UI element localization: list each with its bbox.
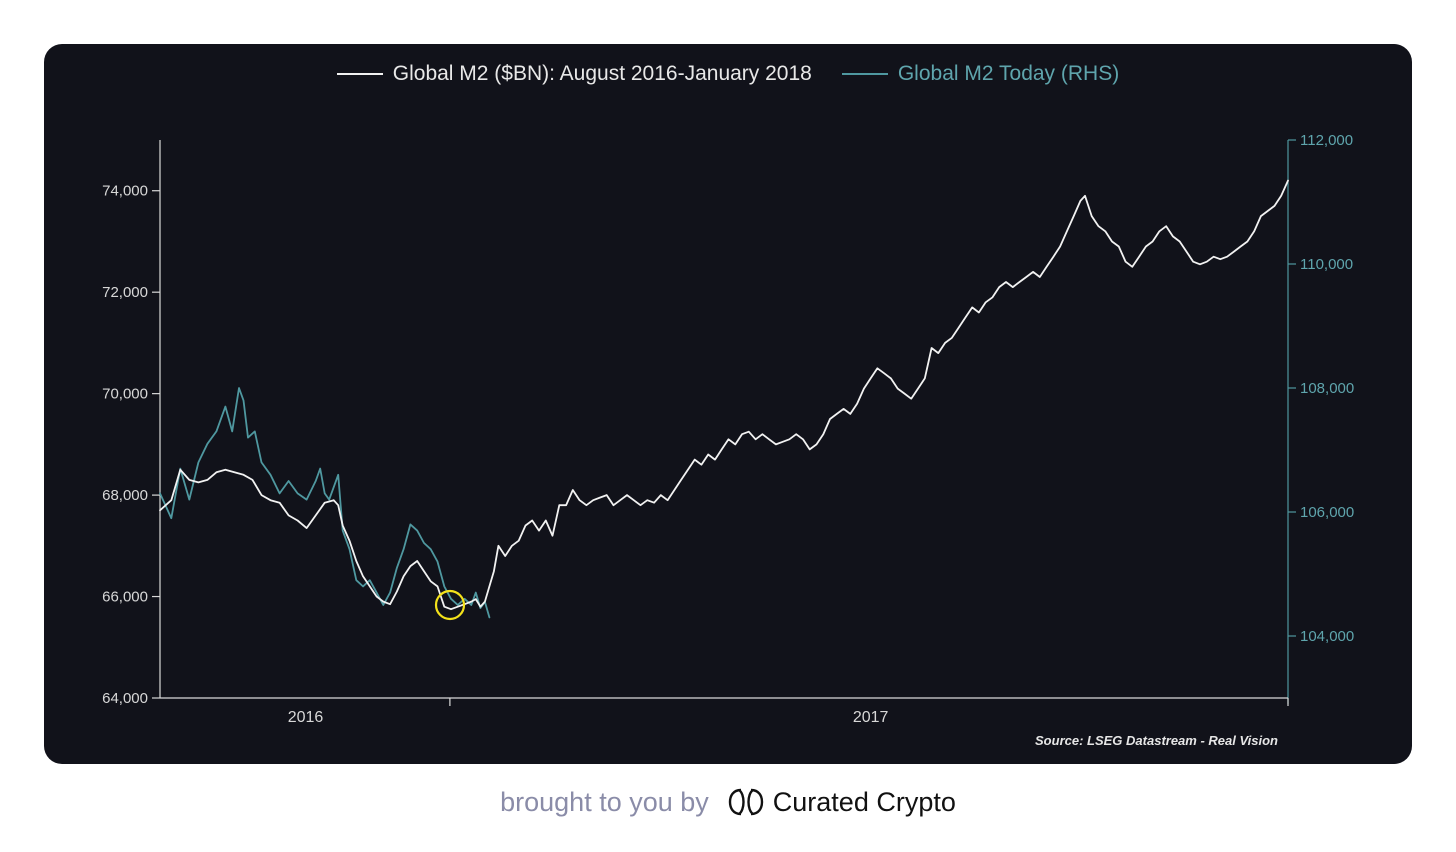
- x-tick-label: 2016: [288, 709, 324, 726]
- legend-label-global-m2: Global M2 ($BN): August 2016-January 201…: [392, 62, 812, 85]
- series-lines: [159, 179, 1289, 619]
- right-tick-label: 104,000: [1300, 628, 1354, 645]
- legend-swatch-white: [336, 73, 383, 75]
- brand[interactable]: Curated Crypto: [727, 786, 956, 818]
- left-tick-label: 70,000: [102, 386, 148, 403]
- brand-name: Curated Crypto: [772, 786, 956, 817]
- left-y-axis: 64,000 66,000 68,000 70,000 72,000 74,000: [102, 140, 161, 707]
- legend-label-global-m2-today: Global M2 Today (RHS): [897, 62, 1120, 85]
- right-tick-label: 112,000: [1300, 132, 1353, 149]
- source-note: Source: LSEG Datastream - Real Vision: [1035, 733, 1278, 748]
- right-tick-label: 110,000: [1300, 256, 1353, 273]
- left-tick-label: 74,000: [102, 183, 148, 200]
- left-tick-label: 66,000: [102, 589, 148, 606]
- x-axis: 2016 2017: [160, 697, 1289, 726]
- right-tick-label: 106,000: [1300, 504, 1354, 521]
- chart-legend: Global M2 ($BN): August 2016-January 201…: [44, 62, 1412, 86]
- left-tick-label: 72,000: [102, 284, 148, 301]
- footer: brought to you by Curated Crypto: [0, 786, 1456, 818]
- right-tick-label: 108,000: [1300, 380, 1354, 397]
- line-chart: 64,000 66,000 68,000 70,000 72,000 74,000 104…: [102, 132, 1354, 748]
- left-tick-label: 68,000: [102, 487, 148, 504]
- series-line-global-m2: [159, 179, 1289, 611]
- footer-text: brought to you by: [500, 786, 709, 817]
- legend-swatch-teal: [841, 73, 888, 75]
- chart-card: Global M2 ($BN): August 2016-January 201…: [44, 44, 1412, 764]
- legend-item-global-m2-today: Global M2 Today (RHS): [841, 62, 1120, 86]
- highlight-circle: [434, 589, 466, 621]
- x-tick-label: 2017: [853, 709, 889, 726]
- left-tick-label: 64,000: [102, 690, 148, 707]
- curated-crypto-logo-icon: [728, 788, 763, 816]
- legend-item-global-m2: Global M2 ($BN): August 2016-January 201…: [336, 62, 812, 86]
- right-y-axis: 104,000 106,000 108,000 110,000 112,000: [1287, 132, 1354, 704]
- series-line-global-m2-today: [159, 387, 491, 619]
